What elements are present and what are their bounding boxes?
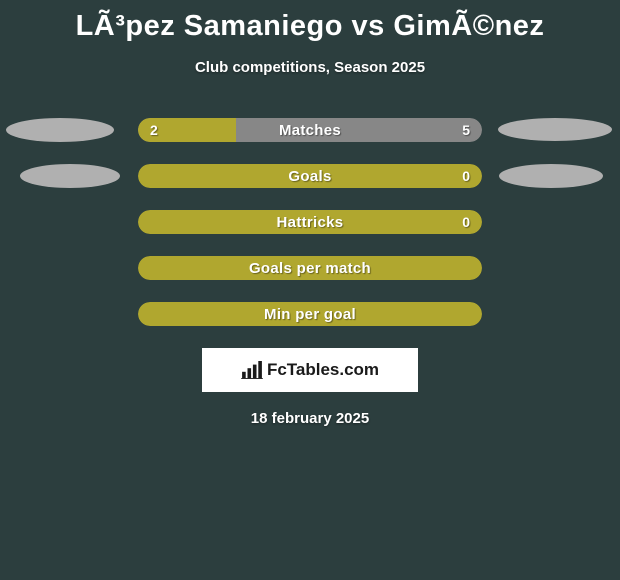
player-right-marker — [499, 164, 603, 188]
stat-row: 0Goals — [0, 164, 620, 190]
stat-label: Goals — [138, 164, 482, 188]
stat-bar: Goals per match — [138, 256, 482, 280]
stat-label: Min per goal — [138, 302, 482, 326]
stat-label: Goals per match — [138, 256, 482, 280]
stat-bar: 0Goals — [138, 164, 482, 188]
stats-rows: 25Matches 0Goals 0Hattricks Goals per match… — [0, 118, 620, 328]
bar-chart-icon — [241, 361, 263, 379]
stat-bar: 25Matches — [138, 118, 482, 142]
source-badge-text: FcTables.com — [267, 360, 379, 380]
date-label: 18 february 2025 — [0, 410, 620, 427]
stat-bar: 0Hattricks — [138, 210, 482, 234]
stat-label: Matches — [138, 118, 482, 142]
stat-row: 0Hattricks — [0, 210, 620, 236]
stat-row: 25Matches — [0, 118, 620, 144]
stat-row: Min per goal — [0, 302, 620, 328]
player-left-marker — [6, 118, 114, 142]
stat-label: Hattricks — [138, 210, 482, 234]
page-subtitle: Club competitions, Season 2025 — [0, 59, 620, 76]
source-badge: FcTables.com — [202, 348, 418, 392]
player-left-marker — [20, 164, 120, 188]
stat-bar: Min per goal — [138, 302, 482, 326]
stat-row: Goals per match — [0, 256, 620, 282]
page-title: LÃ³pez Samaniego vs GimÃ©nez — [0, 0, 620, 43]
player-right-marker — [498, 118, 612, 141]
